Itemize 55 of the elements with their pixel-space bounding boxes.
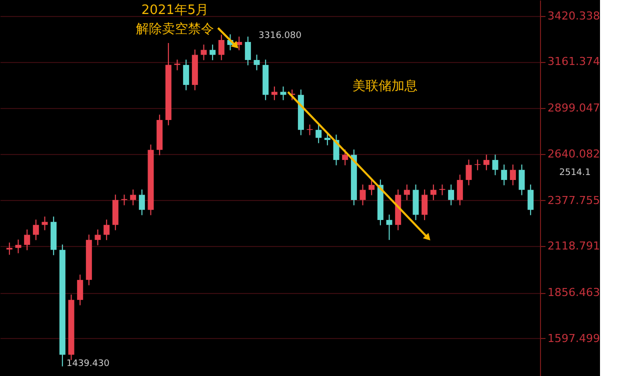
candlestick	[386, 214, 392, 240]
candlestick	[130, 189, 136, 206]
annotation: 1439.430	[66, 359, 110, 369]
candlestick	[501, 164, 508, 186]
candlestick	[104, 219, 110, 241]
candlestick	[466, 159, 472, 186]
y-tick-label: 1597.499	[548, 332, 600, 345]
candlestick	[360, 184, 366, 206]
y-tick-label: 1856.463	[548, 286, 600, 300]
candlestick	[138, 189, 145, 216]
candlestick	[32, 219, 39, 241]
y-tick-label: 3420.338	[548, 9, 600, 22]
annotation: 解除卖空禁令	[136, 22, 214, 37]
candlestick	[439, 184, 446, 196]
candlestick	[200, 44, 207, 61]
candlestick	[77, 274, 84, 306]
candlestick	[518, 164, 525, 196]
candlestick	[456, 174, 463, 206]
candlestick	[342, 149, 348, 166]
y-tick-label: 2899.047	[548, 102, 600, 115]
y-tick-label: 2640.082	[548, 147, 600, 160]
candlestick	[218, 34, 224, 61]
y-tick-label: 3161.374	[548, 55, 600, 68]
candlestick	[404, 184, 410, 201]
candlestick	[280, 86, 286, 101]
candlestick	[448, 184, 454, 206]
candlestick	[244, 36, 251, 66]
candlestick	[492, 154, 498, 176]
candlestick	[324, 132, 330, 146]
candlestick	[316, 124, 322, 144]
candlestick	[528, 184, 534, 216]
candlestick	[94, 228, 101, 246]
candlestick	[483, 154, 490, 171]
candlestick	[42, 216, 48, 231]
annotation: 2021年5月	[141, 3, 209, 18]
annotation: 美联储加息	[352, 78, 418, 94]
candlestick	[6, 242, 12, 256]
candlestick	[210, 44, 216, 61]
candlestick	[474, 159, 481, 171]
candlestick	[183, 59, 190, 91]
candlestick	[174, 59, 180, 71]
annotation: 3316.080	[258, 31, 302, 41]
candlestick	[368, 179, 375, 196]
y-tick-label: 2377.755	[548, 194, 600, 207]
candlestick	[24, 228, 30, 251]
candlestick	[306, 124, 313, 136]
y-tick-label: 2118.791	[548, 240, 600, 253]
candlestick	[15, 239, 22, 254]
candlestick	[271, 86, 278, 101]
candlestick	[430, 184, 436, 201]
candlestick	[510, 164, 516, 186]
candlestick	[422, 189, 428, 221]
text: 2514.1	[559, 168, 591, 178]
candlestick	[254, 54, 260, 71]
candlestick	[121, 194, 128, 206]
